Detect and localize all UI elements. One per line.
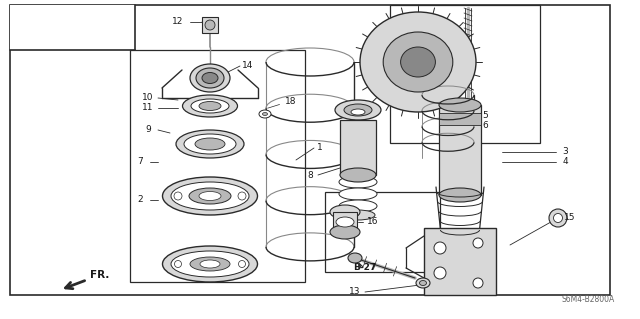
Ellipse shape [184, 134, 236, 154]
Text: 16: 16 [367, 218, 379, 226]
Ellipse shape [344, 104, 372, 116]
Text: 7: 7 [137, 158, 143, 167]
Text: 1: 1 [317, 144, 323, 152]
Bar [390, 5, 540, 143]
Text: 13: 13 [349, 287, 361, 296]
Ellipse shape [341, 210, 375, 220]
Ellipse shape [339, 200, 377, 212]
Ellipse shape [383, 32, 453, 92]
Ellipse shape [190, 64, 230, 92]
Text: 6: 6 [482, 121, 488, 130]
Ellipse shape [360, 12, 476, 112]
Text: 10: 10 [142, 93, 154, 102]
Text: 11: 11 [142, 103, 154, 113]
Ellipse shape [199, 191, 221, 201]
Circle shape [434, 242, 446, 254]
Ellipse shape [191, 99, 229, 113]
Ellipse shape [416, 278, 430, 288]
Ellipse shape [195, 138, 225, 150]
Bar [202, 17, 218, 33]
Circle shape [174, 192, 182, 200]
Ellipse shape [190, 257, 230, 271]
Ellipse shape [339, 176, 377, 188]
Text: 14: 14 [243, 62, 253, 70]
Ellipse shape [200, 260, 220, 268]
Ellipse shape [330, 205, 360, 219]
Ellipse shape [335, 100, 381, 120]
Text: 2: 2 [137, 196, 143, 204]
Ellipse shape [330, 225, 360, 239]
Text: 4: 4 [562, 158, 568, 167]
Text: 12: 12 [172, 18, 184, 26]
Bar [333, 212, 357, 232]
Ellipse shape [339, 188, 377, 200]
Bar [10, 5, 135, 50]
Circle shape [175, 261, 182, 268]
Text: 5: 5 [482, 110, 488, 120]
Ellipse shape [549, 209, 567, 227]
Ellipse shape [205, 20, 215, 30]
Ellipse shape [340, 168, 376, 182]
Ellipse shape [401, 47, 435, 77]
Ellipse shape [439, 188, 481, 202]
Ellipse shape [163, 246, 257, 282]
Ellipse shape [439, 98, 481, 112]
Circle shape [473, 238, 483, 248]
Ellipse shape [196, 68, 224, 88]
Ellipse shape [348, 253, 362, 263]
Ellipse shape [351, 109, 365, 115]
Bar [424, 228, 496, 295]
Text: 18: 18 [268, 97, 296, 108]
Ellipse shape [202, 72, 218, 84]
Ellipse shape [336, 217, 354, 227]
Ellipse shape [176, 130, 244, 158]
Circle shape [473, 278, 483, 288]
Text: 17: 17 [388, 33, 400, 42]
Ellipse shape [189, 188, 231, 204]
Ellipse shape [171, 251, 249, 277]
Bar [325, 192, 440, 272]
Text: 8: 8 [307, 170, 313, 180]
Circle shape [238, 192, 246, 200]
Ellipse shape [182, 95, 237, 117]
Text: 3: 3 [562, 147, 568, 157]
Bar [130, 50, 305, 282]
Circle shape [434, 267, 446, 279]
Ellipse shape [419, 280, 426, 286]
Ellipse shape [171, 182, 249, 210]
Text: 9: 9 [145, 125, 151, 135]
Ellipse shape [199, 101, 221, 110]
Bar [340, 120, 376, 175]
Bar [439, 105, 481, 195]
Text: B-27: B-27 [353, 263, 376, 272]
Ellipse shape [259, 110, 271, 118]
Ellipse shape [262, 113, 268, 115]
Bar [439, 113, 481, 125]
Text: S6M4-B2800A: S6M4-B2800A [562, 295, 615, 305]
Text: 15: 15 [564, 213, 576, 222]
Ellipse shape [163, 177, 257, 215]
Ellipse shape [554, 213, 563, 222]
Text: FR.: FR. [65, 270, 109, 289]
Circle shape [239, 261, 246, 268]
